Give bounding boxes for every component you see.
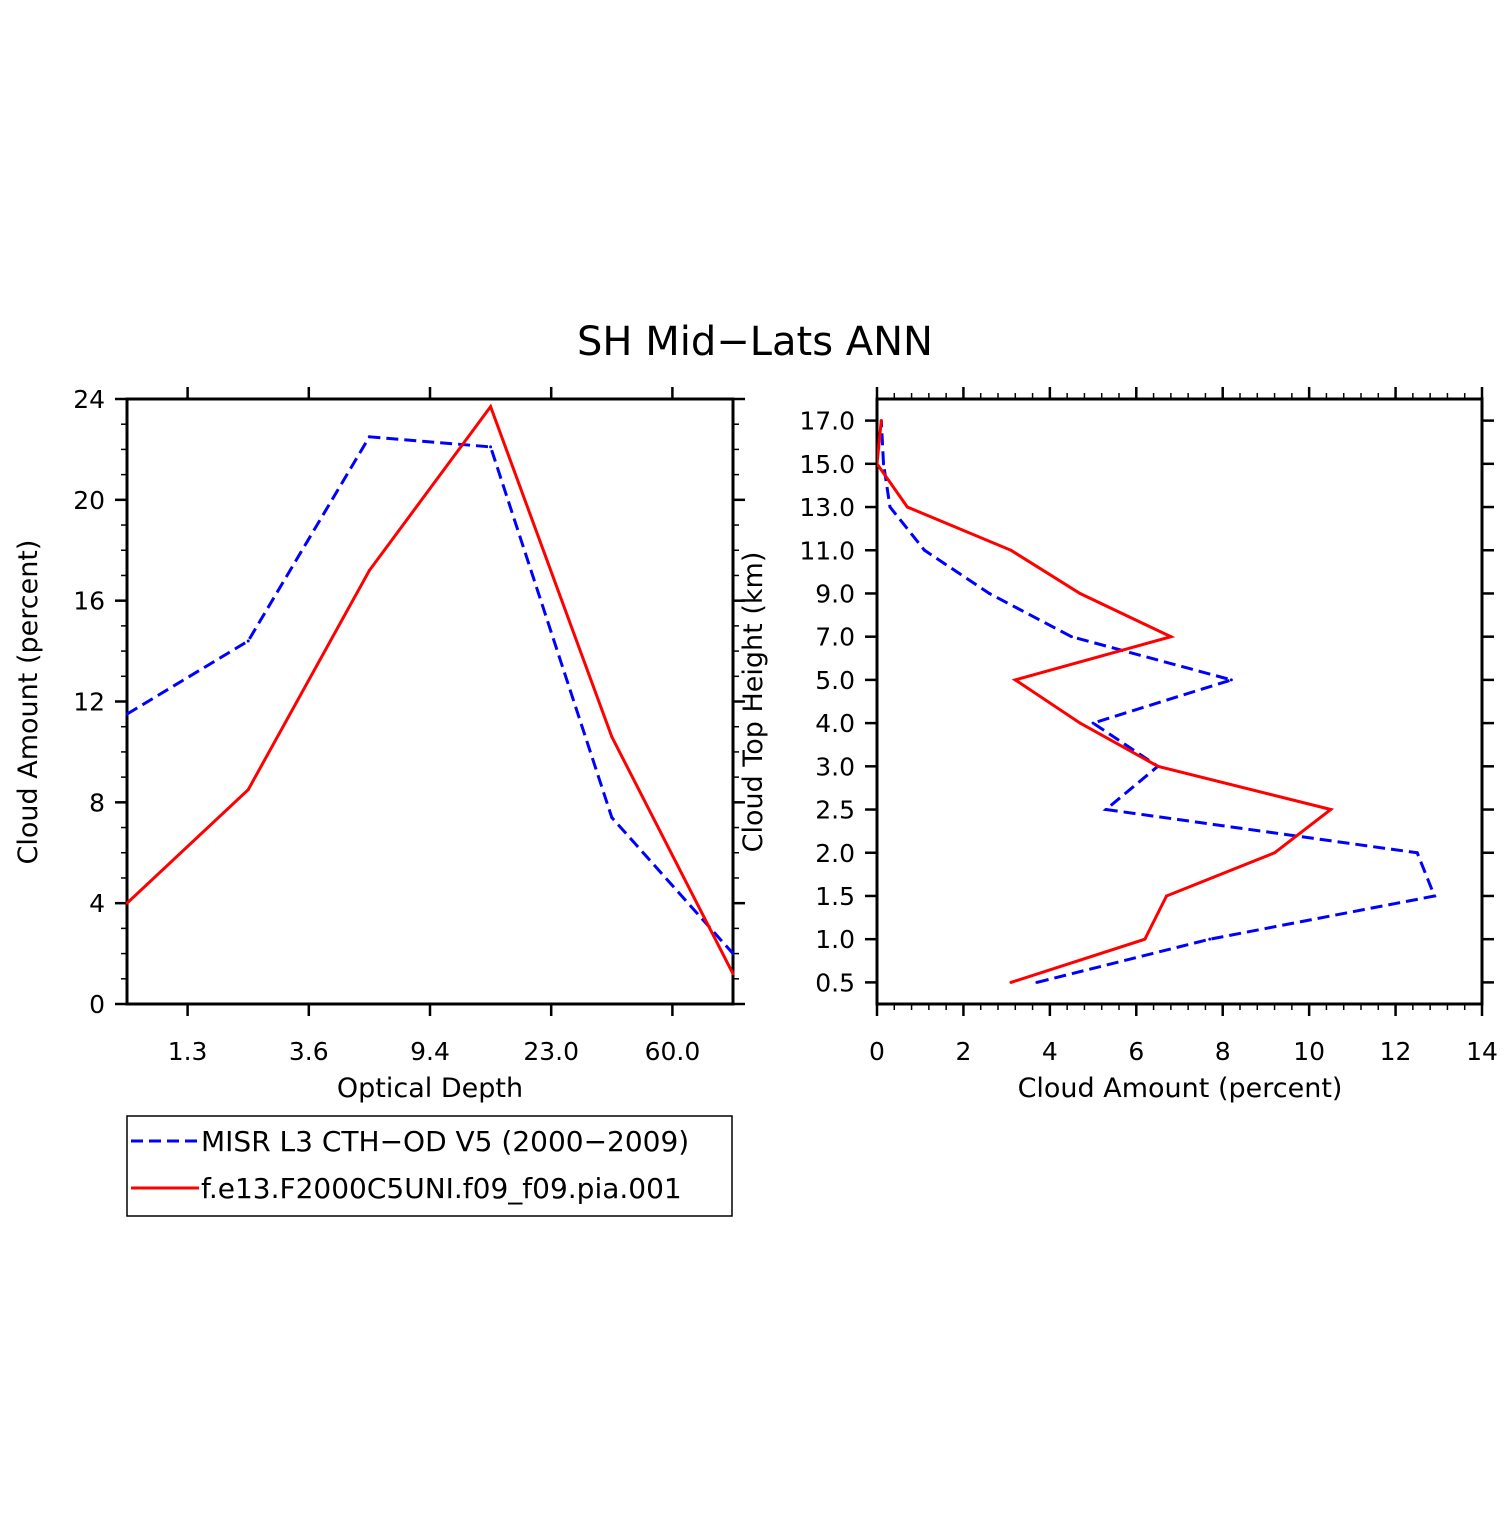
left-series-misr-line xyxy=(126,435,735,955)
right-series-misr-line xyxy=(879,420,1437,984)
optical-depth-panel: 0 4 8 12 16 20 24 1.3 3.6 9.4 23.0 60.0 Optical Dep… xyxy=(13,385,745,1104)
right-model-point xyxy=(905,505,909,509)
cloud-top-height-panel: 0 2 4 6 8 10 12 14 0.5 1.0 1.5 2.0 2.5 3.0 4.0 5.0 7.0 9.… xyxy=(738,387,1498,1104)
right-model-point xyxy=(1078,591,1082,595)
right-y-tick-label: 15.0 xyxy=(799,450,855,479)
right-x-tick-label: 0 xyxy=(869,1037,885,1066)
left-y-tick-label: 12 xyxy=(73,688,105,717)
right-misr-point xyxy=(987,591,991,595)
left-x-tick-label: 1.3 xyxy=(168,1037,208,1066)
left-series xyxy=(125,403,735,976)
left-y-tick-label: 0 xyxy=(89,990,105,1019)
right-y-tick-label: 0.5 xyxy=(815,968,855,997)
left-misr-point xyxy=(489,445,493,449)
left-x-tick-label: 9.4 xyxy=(410,1037,450,1066)
chart-title: SH Mid−Lats ANN xyxy=(577,319,933,365)
right-model-point xyxy=(1273,851,1277,855)
right-ticks: 0 2 4 6 8 10 12 14 0.5 1.0 1.5 2.0 2.5 3.0 4.0 5.0 7.0 9.… xyxy=(799,387,1498,1066)
right-misr-point xyxy=(1035,980,1039,984)
left-model-point xyxy=(610,735,614,739)
left-misr-point xyxy=(367,435,371,439)
left-x-tick-label: 23.0 xyxy=(523,1037,579,1066)
right-x-tick-label: 14 xyxy=(1466,1037,1498,1066)
right-model-point xyxy=(1169,635,1173,639)
left-y-tick-label: 20 xyxy=(73,486,105,515)
left-y-tick-label: 4 xyxy=(89,889,105,918)
right-x-tick-label: 4 xyxy=(1042,1037,1058,1066)
right-model-point xyxy=(879,419,883,423)
right-model-point xyxy=(1329,808,1333,812)
right-misr-point xyxy=(923,548,927,552)
legend-label-model: f.e13.F2000C5UNI.f09_f09.pia.001 xyxy=(201,1172,682,1205)
right-y-tick-label: 7.0 xyxy=(815,623,855,652)
right-x-tick-label: 6 xyxy=(1128,1037,1144,1066)
right-x-tick-label: 8 xyxy=(1215,1037,1231,1066)
right-y-tick-label: 9.0 xyxy=(815,579,855,608)
left-y-axis-title: Cloud Amount (percent) xyxy=(13,540,44,865)
right-x-tick-label: 12 xyxy=(1380,1037,1412,1066)
right-x-tick-label: 10 xyxy=(1293,1037,1325,1066)
right-misr-point xyxy=(1091,721,1095,725)
left-x-tick-label: 60.0 xyxy=(645,1037,701,1066)
right-model-point xyxy=(1078,721,1082,725)
right-model-point xyxy=(1165,894,1169,898)
right-y-axis-title: Cloud Top Height (km) xyxy=(738,552,769,853)
right-y-tick-label: 3.0 xyxy=(815,752,855,781)
left-misr-point xyxy=(731,952,735,956)
right-model-point xyxy=(1143,937,1147,941)
left-model-point xyxy=(367,568,371,572)
left-y-tick-label: 16 xyxy=(73,587,105,616)
right-model-point xyxy=(877,462,879,466)
left-misr-point xyxy=(246,639,250,643)
right-misr-point xyxy=(1069,635,1073,639)
right-y-tick-label: 1.0 xyxy=(815,925,855,954)
right-series xyxy=(877,419,1437,984)
right-misr-point xyxy=(1229,678,1233,682)
right-y-tick-label: 11.0 xyxy=(799,536,855,565)
right-y-tick-label: 2.0 xyxy=(815,839,855,868)
left-model-point xyxy=(489,405,493,409)
right-misr-point xyxy=(888,505,892,509)
right-y-tick-label: 5.0 xyxy=(815,666,855,695)
right-y-tick-label: 1.5 xyxy=(815,882,855,911)
right-x-axis-title: Cloud Amount (percent) xyxy=(1018,1073,1343,1104)
left-misr-point xyxy=(125,712,129,716)
right-model-point xyxy=(1156,764,1160,768)
left-ticks: 0 4 8 12 16 20 24 1.3 3.6 9.4 23.0 60.0 xyxy=(73,385,745,1066)
legend-box xyxy=(126,1115,733,1217)
right-misr-point xyxy=(1208,937,1212,941)
legend: MISR L3 CTH−OD V5 (2000−2009) f.e13.F200… xyxy=(126,1115,733,1217)
right-model-point xyxy=(1009,548,1013,552)
right-plot-frame xyxy=(875,397,1484,1006)
left-x-tick-label: 3.6 xyxy=(289,1037,329,1066)
right-misr-point xyxy=(1415,851,1419,855)
right-model-point xyxy=(1013,678,1017,682)
left-series-model-line xyxy=(125,403,735,975)
right-x-tick-label: 2 xyxy=(955,1037,971,1066)
right-model-point xyxy=(1009,980,1013,984)
left-model-point xyxy=(125,901,129,905)
right-y-tick-label: 4.0 xyxy=(815,709,855,738)
right-y-tick-label: 2.5 xyxy=(815,796,855,825)
right-y-tick-label: 17.0 xyxy=(799,407,855,436)
right-misr-point xyxy=(881,462,885,466)
left-x-axis-title: Optical Depth xyxy=(337,1073,523,1104)
left-model-point xyxy=(246,788,250,792)
right-y-tick-label: 13.0 xyxy=(799,493,855,522)
right-misr-point xyxy=(1432,894,1436,898)
left-misr-point xyxy=(610,815,614,819)
left-y-tick-label: 8 xyxy=(89,788,105,817)
left-model-point xyxy=(731,972,735,976)
right-series-model-line xyxy=(877,420,1335,984)
right-misr-point xyxy=(1104,808,1108,812)
legend-label-misr: MISR L3 CTH−OD V5 (2000−2009) xyxy=(201,1125,689,1158)
left-y-tick-label: 24 xyxy=(73,385,105,414)
